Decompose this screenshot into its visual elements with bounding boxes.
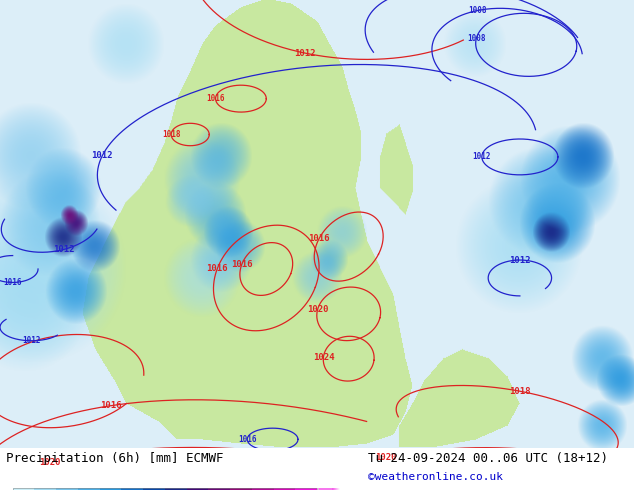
Text: 1012: 1012 bbox=[472, 152, 491, 161]
Text: 1018: 1018 bbox=[162, 130, 181, 139]
Text: 1016: 1016 bbox=[100, 401, 122, 410]
Text: ©weatheronline.co.uk: ©weatheronline.co.uk bbox=[368, 472, 503, 482]
Bar bbox=[273, 489, 295, 490]
Text: 1012: 1012 bbox=[22, 336, 41, 345]
Text: 1012: 1012 bbox=[509, 256, 531, 265]
Bar bbox=[13, 489, 34, 490]
Bar bbox=[100, 489, 121, 490]
Text: 1020: 1020 bbox=[307, 305, 328, 315]
Text: 1018: 1018 bbox=[510, 387, 531, 396]
Text: 1020: 1020 bbox=[39, 459, 60, 467]
Bar bbox=[165, 489, 186, 490]
Text: 1012: 1012 bbox=[91, 151, 113, 160]
Text: 1012: 1012 bbox=[53, 245, 74, 254]
Text: Tu 24-09-2024 00..06 UTC (18+12): Tu 24-09-2024 00..06 UTC (18+12) bbox=[368, 452, 608, 465]
Text: 1020: 1020 bbox=[375, 453, 397, 462]
Bar bbox=[186, 489, 209, 490]
Bar bbox=[295, 489, 317, 490]
Bar bbox=[209, 489, 230, 490]
Text: 1016: 1016 bbox=[206, 94, 225, 103]
Text: 1016: 1016 bbox=[207, 264, 228, 273]
Bar bbox=[56, 489, 78, 490]
Text: 1016: 1016 bbox=[238, 435, 257, 444]
Bar bbox=[143, 489, 165, 490]
Text: 1008: 1008 bbox=[468, 6, 486, 15]
Text: 1024: 1024 bbox=[313, 353, 334, 362]
Text: 1016: 1016 bbox=[231, 260, 252, 269]
Text: 1008: 1008 bbox=[467, 34, 486, 43]
Text: 1016: 1016 bbox=[3, 278, 22, 287]
Bar bbox=[230, 489, 252, 490]
Bar bbox=[34, 489, 56, 490]
Bar bbox=[121, 489, 143, 490]
Text: 1012: 1012 bbox=[294, 49, 316, 57]
Bar bbox=[13, 489, 317, 490]
FancyArrow shape bbox=[318, 488, 340, 490]
Text: Precipitation (6h) [mm] ECMWF: Precipitation (6h) [mm] ECMWF bbox=[6, 452, 224, 465]
Bar bbox=[252, 489, 273, 490]
Text: 1016: 1016 bbox=[308, 234, 330, 244]
Bar bbox=[78, 489, 100, 490]
